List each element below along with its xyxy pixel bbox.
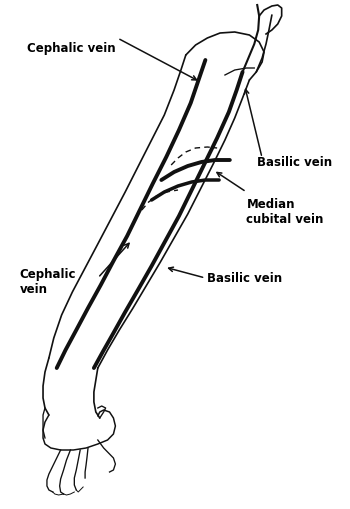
Text: Basilic vein: Basilic vein xyxy=(257,156,332,168)
Text: Cephalic
vein: Cephalic vein xyxy=(20,268,76,296)
Text: Cephalic vein: Cephalic vein xyxy=(27,42,116,55)
Text: Median
cubital vein: Median cubital vein xyxy=(246,198,324,226)
Text: Basilic vein: Basilic vein xyxy=(207,272,282,285)
